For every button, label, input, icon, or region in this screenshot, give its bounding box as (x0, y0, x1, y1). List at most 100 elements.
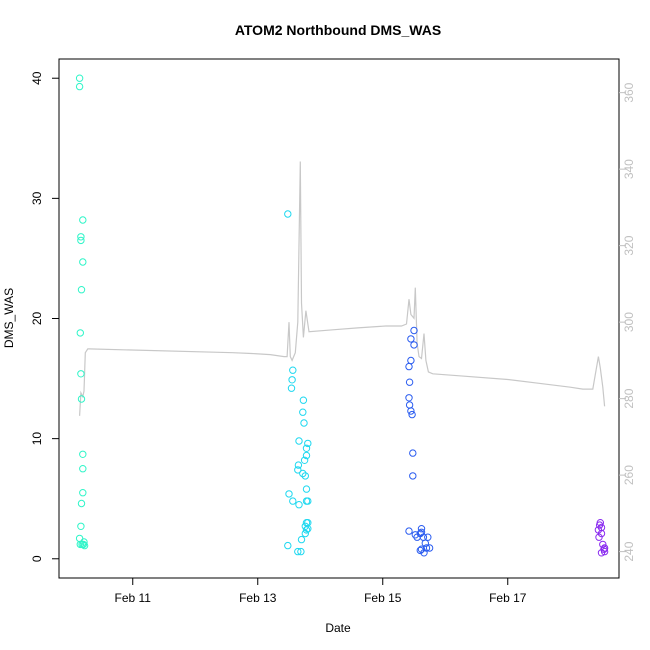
data-point (300, 456, 309, 464)
data-point (297, 535, 306, 544)
data-point (285, 490, 293, 498)
data-point (595, 533, 603, 541)
y-tick-label: 20 (30, 312, 44, 326)
chart-title: ATOM2 Northbound DMS_WAS (235, 22, 441, 38)
data-point (299, 408, 307, 416)
data-point (301, 529, 309, 538)
data-point (302, 526, 311, 534)
y-axis-right: 240 260 280 300 320 340 360 (619, 82, 636, 562)
data-point (405, 378, 414, 386)
data-point (77, 395, 86, 403)
data-point (77, 522, 85, 530)
data-point (79, 465, 87, 473)
y2-tick-label: 300 (622, 312, 636, 332)
data-point (405, 527, 413, 535)
gray-line-layer (79, 161, 606, 416)
data-point (284, 541, 292, 550)
data-point (288, 376, 296, 384)
y2-tick-label: 240 (622, 541, 636, 561)
points-layer (75, 74, 609, 557)
data-point (299, 396, 308, 404)
data-point (304, 439, 312, 448)
data-point (302, 497, 311, 505)
y-axis-label: DMS_WAS (2, 288, 16, 348)
data-point (407, 335, 415, 343)
x-axis-label: Date (325, 621, 351, 635)
data-point (79, 216, 87, 224)
data-point (75, 534, 84, 543)
data-point (79, 450, 87, 458)
data-point (77, 370, 85, 378)
x-tick-label: Feb 15 (364, 591, 402, 605)
data-point (410, 341, 418, 349)
data-point (75, 74, 84, 82)
data-point (302, 485, 311, 493)
data-point (77, 236, 85, 245)
y2-tick-label: 320 (622, 235, 636, 255)
data-point (417, 525, 426, 533)
data-point (302, 451, 311, 460)
data-point (300, 419, 308, 427)
data-point (80, 541, 89, 550)
data-point (301, 472, 309, 480)
data-point (295, 501, 303, 509)
data-point (294, 461, 303, 469)
data-point (599, 540, 607, 549)
y2-tick-label: 280 (622, 388, 636, 408)
data-point (407, 356, 415, 365)
data-point (77, 286, 86, 294)
data-point (409, 472, 417, 480)
data-point (409, 449, 417, 457)
data-point (75, 82, 84, 91)
data-point (77, 233, 85, 241)
data-point (294, 466, 302, 474)
data-point (405, 362, 413, 371)
data-point (420, 549, 428, 557)
data-point (287, 384, 296, 392)
data-point (294, 547, 302, 556)
data-point (425, 544, 434, 552)
data-point (417, 528, 426, 536)
y2-tick-label: 340 (622, 159, 636, 179)
data-point (410, 326, 418, 335)
data-point (284, 210, 292, 218)
data-point (289, 497, 297, 505)
data-point (299, 469, 307, 478)
x-tick-label: Feb 11 (115, 591, 152, 605)
y-tick-label: 40 (30, 71, 44, 85)
plot-frame (58, 58, 620, 579)
data-point (289, 366, 297, 374)
data-point (79, 540, 88, 549)
data-point (595, 521, 604, 529)
x-axis: Feb 11 Feb 13 Feb 15 Feb 17 (115, 578, 527, 605)
data-point (297, 547, 305, 556)
data-point (79, 489, 87, 497)
data-point (301, 522, 309, 530)
data-point (416, 546, 424, 555)
data-point (421, 539, 429, 547)
data-point (408, 410, 416, 419)
y2-tick-label: 260 (622, 465, 636, 485)
data-point (302, 444, 311, 452)
data-point (405, 394, 413, 402)
x-tick-label: Feb 17 (489, 591, 527, 605)
data-point (76, 329, 85, 337)
data-point (295, 437, 303, 445)
data-point (405, 401, 414, 409)
y-axis-left: 0 10 20 30 40 (30, 71, 59, 562)
data-point (597, 529, 606, 538)
data-point (76, 540, 85, 549)
data-point (77, 499, 86, 508)
data-point (407, 407, 415, 415)
right-axis-line (79, 161, 606, 416)
data-point (597, 549, 606, 557)
y-tick-label: 30 (30, 191, 44, 205)
y-tick-label: 0 (30, 555, 44, 562)
data-point (411, 531, 419, 539)
y2-tick-label: 360 (622, 82, 636, 102)
data-point (424, 533, 432, 541)
y-tick-label: 10 (30, 432, 44, 446)
data-point (79, 258, 87, 266)
x-tick-label: Feb 13 (239, 591, 277, 605)
